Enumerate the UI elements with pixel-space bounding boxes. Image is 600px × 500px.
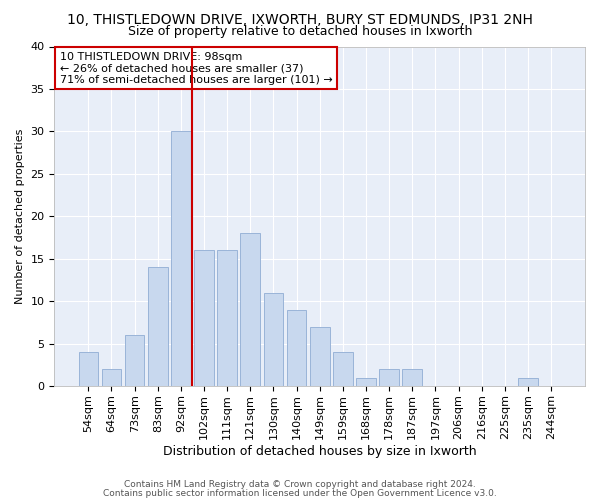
Bar: [241, 234, 260, 386]
Bar: [194, 250, 214, 386]
Bar: [101, 369, 121, 386]
Bar: [379, 369, 399, 386]
Bar: [125, 335, 145, 386]
Bar: [217, 250, 237, 386]
Bar: [356, 378, 376, 386]
Text: Size of property relative to detached houses in Ixworth: Size of property relative to detached ho…: [128, 25, 472, 38]
Y-axis label: Number of detached properties: Number of detached properties: [15, 128, 25, 304]
Bar: [148, 268, 167, 386]
Bar: [287, 310, 307, 386]
Bar: [310, 326, 329, 386]
Text: Contains HM Land Registry data © Crown copyright and database right 2024.: Contains HM Land Registry data © Crown c…: [124, 480, 476, 489]
Bar: [79, 352, 98, 386]
Text: 10, THISTLEDOWN DRIVE, IXWORTH, BURY ST EDMUNDS, IP31 2NH: 10, THISTLEDOWN DRIVE, IXWORTH, BURY ST …: [67, 12, 533, 26]
Bar: [403, 369, 422, 386]
Bar: [263, 293, 283, 386]
Text: Contains public sector information licensed under the Open Government Licence v3: Contains public sector information licen…: [103, 488, 497, 498]
X-axis label: Distribution of detached houses by size in Ixworth: Distribution of detached houses by size …: [163, 444, 476, 458]
Text: 10 THISTLEDOWN DRIVE: 98sqm
← 26% of detached houses are smaller (37)
71% of sem: 10 THISTLEDOWN DRIVE: 98sqm ← 26% of det…: [60, 52, 332, 85]
Bar: [171, 132, 191, 386]
Bar: [518, 378, 538, 386]
Bar: [333, 352, 353, 386]
